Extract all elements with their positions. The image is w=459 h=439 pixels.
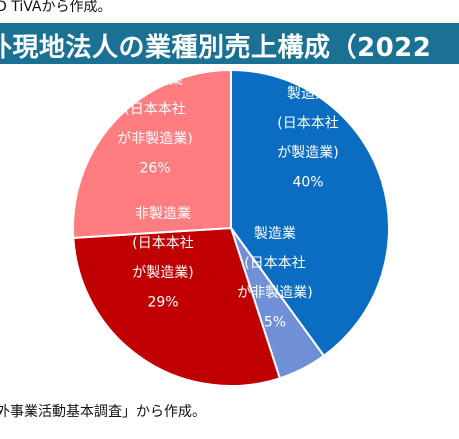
slice-category-label: 非製造業 <box>135 206 191 222</box>
slice-category-label: (日本本社 <box>277 115 338 131</box>
slice-percent-label: 40% <box>292 174 323 190</box>
slice-category-label: (日本本社 <box>244 255 305 271</box>
title-banner: 外現地法人の業種別売上構成（2022 <box>0 23 459 64</box>
source-note-bottom: 外事業活動基本調査」から作成。 <box>0 404 206 420</box>
source-note-top: D TiVAから作成。 <box>0 0 112 15</box>
pie-chart: 製造業(日本本社が製造業)40%製造業(日本本社が非製造業)5%非製造業(日本本… <box>72 68 390 387</box>
slice-category-label: 製造業 <box>254 226 296 242</box>
slice-percent-label: 29% <box>147 294 178 310</box>
pie-slice <box>72 226 282 387</box>
slice-category-label: が非製造業) <box>117 131 192 147</box>
slice-category-label: が製造業) <box>277 145 338 161</box>
slice-percent-label: 5% <box>264 314 286 330</box>
slice-category-label: 製造業 <box>287 86 329 102</box>
pie-labels: 製造業(日本本社が製造業)40%製造業(日本本社が非製造業)5%非製造業(日本本… <box>117 72 338 331</box>
slice-category-label: が製造業) <box>132 265 193 281</box>
pie-slices <box>72 68 390 387</box>
slice-category-label: 非製造業 <box>127 72 183 88</box>
pie-slice <box>230 68 390 358</box>
slice-category-label: (日本本社 <box>132 235 193 251</box>
slice-category-label: (日本本社 <box>124 101 185 117</box>
slice-percent-label: 26% <box>139 160 170 176</box>
chart-title: 外現地法人の業種別売上構成（2022 <box>0 33 432 63</box>
pie-slice <box>72 68 232 239</box>
slice-category-label: が非製造業) <box>237 285 312 301</box>
